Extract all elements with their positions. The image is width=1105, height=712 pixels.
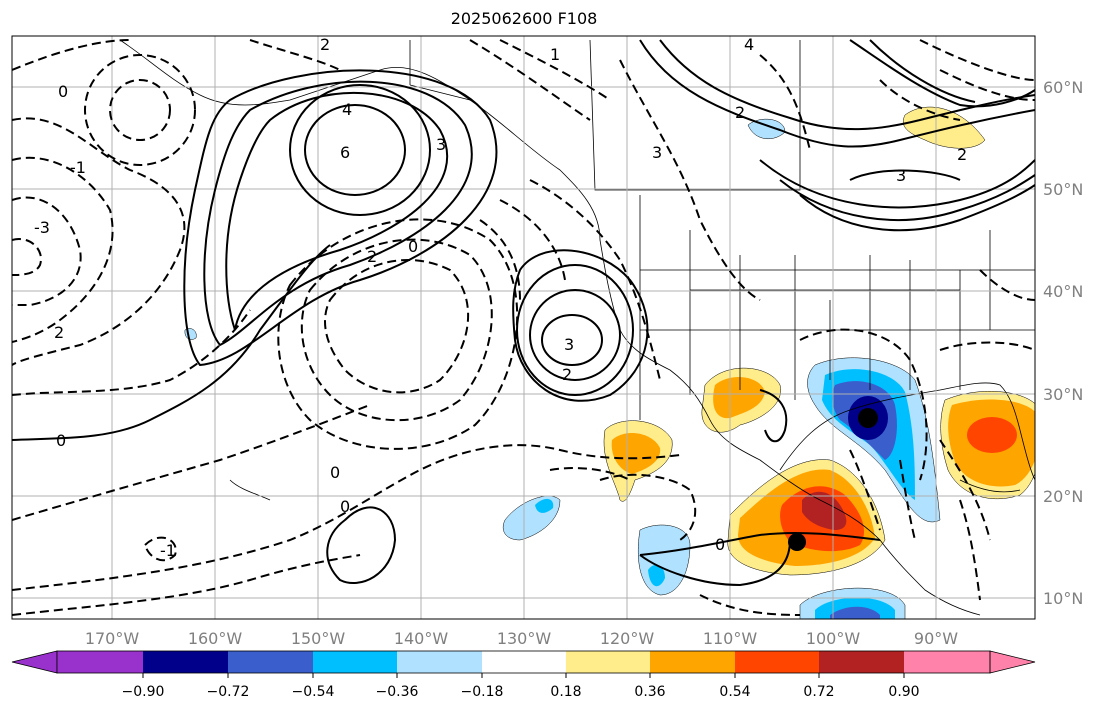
colorbar-segment <box>397 651 482 673</box>
colorbar-segment <box>735 651 819 673</box>
colorbar-tick-label: 0.72 <box>803 684 834 700</box>
lon-label: 150°W <box>291 629 346 648</box>
colorbar-segment <box>566 651 650 673</box>
contour-label-group: -3 -1 2 0 0 4 6 3 2 0 3 2 3 3 4 2 2 0 0 … <box>34 35 967 560</box>
graticule <box>12 36 1035 619</box>
colorbar-segment <box>228 651 313 673</box>
contour-label: -3 <box>34 218 50 237</box>
shaded-anomalies <box>184 106 1035 619</box>
positive-anomaly-hudson <box>902 106 986 149</box>
lon-label: 90°W <box>914 629 958 648</box>
contour-label: 0 <box>340 497 350 516</box>
contour-label: 2 <box>320 35 330 54</box>
contour-label: 2 <box>957 145 967 164</box>
colorbar-segment <box>143 651 228 673</box>
colorbar-tick-label: −0.54 <box>292 684 335 700</box>
contour-label: 3 <box>564 335 574 354</box>
high-center-marker <box>788 533 806 551</box>
colorbar-segment <box>819 651 904 673</box>
lat-label: 10°N <box>1043 589 1083 608</box>
colorbar-border <box>56 650 991 674</box>
colorbar-segment <box>57 651 143 673</box>
contour-label: 0 <box>330 463 340 482</box>
contour-label: 3 <box>896 166 906 185</box>
lat-label: 50°N <box>1043 180 1083 199</box>
lon-label: 160°W <box>188 629 243 648</box>
colorbar-tick-label: 0.36 <box>634 684 665 700</box>
contour-label: 2 <box>54 323 64 342</box>
lon-label: 100°W <box>806 629 861 648</box>
colorbar-tick-label: 0.18 <box>550 684 581 700</box>
lon-label: 140°W <box>394 629 449 648</box>
lat-label: 60°N <box>1043 78 1083 97</box>
low-center-marker <box>858 408 878 428</box>
contour-label: 3 <box>652 143 662 162</box>
lat-label: 20°N <box>1043 487 1083 506</box>
contour-label: 2 <box>562 365 572 384</box>
contour-label: 0 <box>715 535 725 554</box>
contour-label: 2 <box>735 103 745 122</box>
contour-label: 0 <box>58 82 68 101</box>
colorbar-segment <box>482 651 566 673</box>
lat-label: 40°N <box>1043 282 1083 301</box>
lon-label: 130°W <box>497 629 552 648</box>
contour-label: 1 <box>550 45 560 64</box>
lon-label: 110°W <box>703 629 758 648</box>
colorbar-tick-label: −0.72 <box>207 684 250 700</box>
colorbar-arrow-right <box>989 650 1036 674</box>
contour-label: 3 <box>436 135 446 154</box>
longitude-labels: 170°W 160°W 150°W 140°W 130°W 120°W 110°… <box>85 629 958 648</box>
colorbar-tick-label: −0.18 <box>461 684 504 700</box>
colorbar: −0.90 −0.72 −0.54 −0.36 −0.18 0.18 0.36 … <box>11 650 1036 700</box>
lon-label: 120°W <box>600 629 655 648</box>
contour-label: 0 <box>56 431 66 450</box>
contour-label: 6 <box>340 143 350 162</box>
contour-label: 2 <box>367 247 377 266</box>
colorbar-tick-label: 0.54 <box>719 684 750 700</box>
contour-label: 0 <box>408 237 418 256</box>
map-title: 2025062600 F108 <box>450 9 598 28</box>
colorbar-segment <box>904 651 990 673</box>
lat-label: 30°N <box>1043 385 1083 404</box>
colorbar-tick-label: −0.90 <box>122 684 165 700</box>
contour-label: -1 <box>160 541 176 560</box>
contour-label: 4 <box>744 35 754 54</box>
latitude-labels: 60°N 50°N 40°N 30°N 20°N 10°N <box>1043 78 1083 608</box>
contour-label: 4 <box>342 100 352 119</box>
colorbar-segment <box>313 651 397 673</box>
colorbar-arrow-left <box>11 650 58 674</box>
lon-label: 170°W <box>85 629 140 648</box>
colorbar-segment <box>650 651 735 673</box>
colorbar-tick-label: −0.36 <box>376 684 419 700</box>
map-border <box>11 35 1036 620</box>
negative-contours <box>12 39 1035 616</box>
positive-contours <box>12 39 1035 587</box>
colorbar-tick-label: 0.90 <box>888 684 919 700</box>
contour-label: -1 <box>70 158 86 177</box>
